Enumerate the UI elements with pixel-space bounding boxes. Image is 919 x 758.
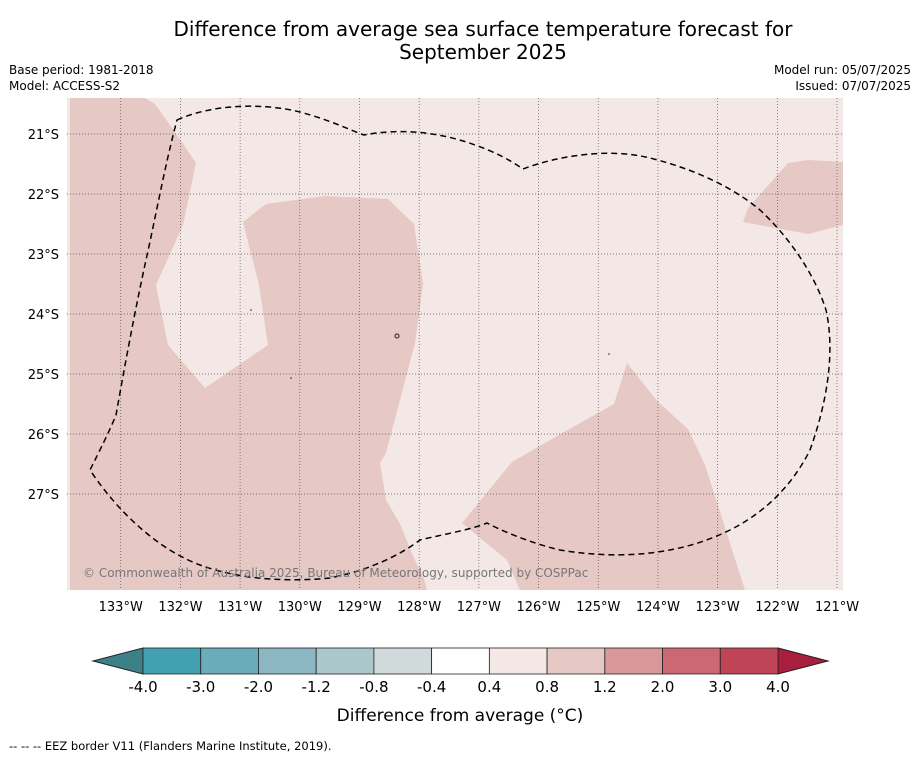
anomaly-region-west-strip [67, 98, 70, 590]
base-period: Base period: 1981-2018 [9, 63, 154, 77]
colorbar-bin [373, 647, 433, 675]
anomaly-region-east [743, 160, 843, 234]
colorbar-tick-label: 3.0 [708, 678, 732, 696]
run-info: Model run: 05/07/2025 Issued: 07/07/2025 [774, 62, 911, 94]
lon-tick-label: 121°W [815, 600, 859, 615]
eez-legend: -- -- -- EEZ border V11 (Flanders Marine… [9, 739, 332, 753]
chart-title: Difference from average sea surface temp… [0, 18, 919, 64]
lon-tick-label: 126°W [516, 600, 560, 615]
lat-tick-label: 22°S [28, 188, 59, 203]
lat-tick-label: 24°S [28, 308, 59, 323]
lat-tick-label: 27°S [28, 488, 59, 503]
anomaly-region-northwest [67, 98, 427, 590]
anomaly-region-south [462, 363, 745, 590]
colorbar-tick-label: 2.0 [651, 678, 675, 696]
island-marker [290, 377, 292, 379]
colorbar-tick-label: -0.8 [359, 678, 388, 696]
colorbar-over-arrow [777, 647, 830, 675]
colorbar-tick-label: -3.0 [186, 678, 215, 696]
lon-tick-label: 124°W [636, 600, 680, 615]
colorbar-bin [142, 647, 202, 675]
lon-tick-label: 123°W [696, 600, 740, 615]
colorbar-bin [546, 647, 606, 675]
colorbar-bin [258, 647, 317, 675]
colorbar-bin [719, 647, 779, 675]
colorbar-tick-label: -4.0 [128, 678, 157, 696]
colorbar-tick-label: -1.2 [302, 678, 331, 696]
colorbar-under-arrow [91, 647, 144, 675]
lon-tick-label: 133°W [99, 600, 143, 615]
colorbar-tick-label: 0.8 [535, 678, 559, 696]
colorbar-tick-label: -0.4 [417, 678, 446, 696]
lon-tick-label: 128°W [397, 600, 441, 615]
latitude-axis: 21°S 22°S 23°S 24°S 25°S 26°S 27°S [28, 128, 59, 503]
colorbar-bin [200, 647, 259, 675]
lat-tick-label: 21°S [28, 128, 59, 143]
lon-tick-label: 127°W [457, 600, 501, 615]
colorbar-tick-label: 4.0 [766, 678, 790, 696]
colorbar-bin [431, 647, 490, 675]
colorbar-tick-label: 0.4 [477, 678, 501, 696]
lon-tick-label: 122°W [755, 600, 799, 615]
colorbar-bin [662, 647, 721, 675]
chart-title-line1: Difference from average sea surface temp… [173, 17, 793, 41]
eez-border [89, 105, 831, 581]
lon-tick-label: 129°W [337, 600, 381, 615]
colorbar-label: Difference from average (°C) [337, 706, 584, 726]
island-marker [608, 353, 610, 355]
graticule [67, 98, 843, 590]
lat-tick-label: 25°S [28, 368, 59, 383]
colorbar-bin [315, 647, 375, 675]
colorbar-bin [604, 647, 663, 675]
model-info: Base period: 1981-2018 Model: ACCESS-S2 [9, 62, 154, 94]
colorbar-tick-label: 1.2 [593, 678, 617, 696]
lat-tick-label: 23°S [28, 248, 59, 263]
map-area: © Commonwealth of Australia 2025, Bureau… [67, 98, 843, 590]
issued-date: Issued: 07/07/2025 [795, 79, 911, 93]
lon-tick-label: 131°W [218, 600, 262, 615]
model-run: Model run: 05/07/2025 [773, 63, 911, 77]
model-name: Model: ACCESS-S2 [9, 79, 121, 93]
lat-tick-label: 26°S [28, 428, 59, 443]
chart-title-line2: September 2025 [399, 40, 567, 64]
lon-tick-label: 130°W [278, 600, 322, 615]
colorbar: -4.0 -3.0 -2.0 -1.2 -0.8 -0.4 0.4 0.8 1.2 2.0 3.0 4… [91, 647, 830, 726]
island-marker [250, 309, 252, 311]
lon-tick-label: 125°W [576, 600, 620, 615]
colorbar-tick-label: -2.0 [244, 678, 273, 696]
lon-tick-label: 132°W [158, 600, 202, 615]
island-marker [394, 333, 400, 339]
longitude-axis: 133°W 132°W 131°W 130°W 129°W 128°W 127°W 126°W… [99, 600, 860, 615]
copyright-notice: © Commonwealth of Australia 2025, Bureau… [83, 566, 588, 580]
colorbar-bin [488, 647, 548, 675]
